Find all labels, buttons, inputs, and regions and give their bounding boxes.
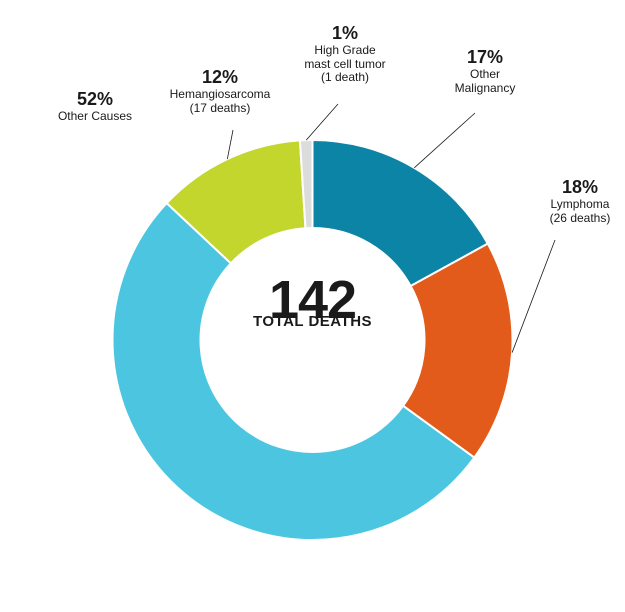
leader-lymphoma [512,240,555,353]
label-other-malignancy: 17%OtherMalignancy [440,48,530,95]
label-hemangiosarcoma: 12%Hemangiosarcoma(17 deaths) [160,68,280,115]
label-line: Other [440,68,530,82]
label-line: High Grade [290,44,400,58]
label-pct: 18% [530,178,625,198]
deaths-donut-chart: 142 TOTAL DEATHS 17%OtherMalignancy18%Ly… [0,0,625,612]
label-line: Other Causes [40,110,150,124]
label-line: mast cell tumor [290,58,400,72]
leader-high-grade-mct [306,104,338,140]
label-pct: 12% [160,68,280,88]
label-pct: 52% [40,90,150,110]
leader-other-malignancy [414,113,475,168]
label-line: Hemangiosarcoma [160,88,280,102]
label-high-grade-mct: 1%High Grademast cell tumor(1 death) [290,24,400,85]
label-pct: 17% [440,48,530,68]
center-label: TOTAL DEATHS [253,313,372,330]
label-other-causes: 52%Other Causes [40,90,150,124]
label-line: (1 death) [290,71,400,85]
label-line: Lymphoma [530,198,625,212]
label-lymphoma: 18%Lymphoma(26 deaths) [530,178,625,225]
label-pct: 1% [290,24,400,44]
label-line: (26 deaths) [530,212,625,226]
label-line: Malignancy [440,82,530,96]
leader-hemangiosarcoma [227,130,233,159]
label-line: (17 deaths) [160,102,280,116]
